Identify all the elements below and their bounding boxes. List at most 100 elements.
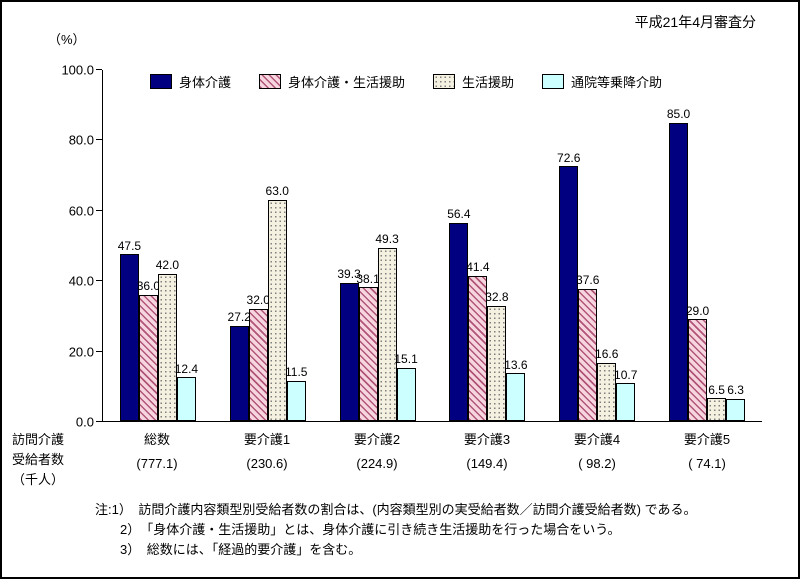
y-axis-unit-label: （%） — [48, 32, 86, 47]
bar-value-label: 41.4 — [466, 260, 490, 275]
legend-swatch — [259, 74, 282, 89]
bar-slot: 39.3 — [337, 70, 361, 421]
bar-slot: 6.3 — [726, 70, 746, 421]
bar-value-label: 11.5 — [285, 365, 308, 380]
y-tick-label: 20.0 — [68, 344, 94, 360]
bar-slot: 36.0 — [136, 70, 161, 421]
x-axis-category: 要介護4 ( 98.2) — [542, 429, 652, 471]
y-tick-label: 40.0 — [68, 273, 94, 289]
bar-value-label: 29.0 — [685, 303, 710, 318]
bar-value-label: 47.5 — [117, 238, 142, 253]
bar — [267, 199, 287, 421]
bar-slot: 38.1 — [356, 70, 380, 421]
x-axis-category: 要介護5 ( 74.1) — [652, 429, 762, 471]
bar-value-label: 13.6 — [504, 357, 528, 372]
category-sublabel: ( 98.2) — [578, 456, 616, 471]
note-line: 3） 総数には、「経過的要介護」を含む。 — [120, 542, 362, 557]
bar — [286, 380, 306, 421]
bar — [559, 166, 579, 421]
bar — [157, 273, 177, 421]
bar — [578, 289, 598, 421]
bar — [597, 362, 617, 421]
y-axis-title-line: （千人） — [12, 472, 65, 487]
bar-value-label: 16.6 — [595, 347, 619, 362]
bar — [396, 368, 416, 421]
category-sublabel: (777.1) — [136, 456, 178, 471]
y-tick-mark — [96, 209, 102, 211]
x-axis-category: 要介護3 (149.4) — [432, 429, 542, 471]
bar — [487, 305, 507, 421]
y-tick-mark — [96, 69, 102, 70]
bar-group: 85.0 29.0 6.5 6.3 — [652, 70, 762, 421]
y-tick-mark — [96, 139, 102, 141]
bar-value-label: 12.4 — [174, 361, 199, 376]
bar — [726, 398, 746, 421]
bar-value-label: 85.0 — [666, 107, 691, 122]
legend-item: 通院等乗降介助 — [542, 72, 662, 91]
bar-value-label: 39.3 — [337, 267, 361, 282]
bar — [377, 247, 397, 421]
bar-slot: 15.1 — [394, 70, 418, 421]
y-tick-mark — [96, 280, 102, 282]
bar-value-label: 27.2 — [227, 309, 251, 324]
x-axis-labels: 総数 (777.1) 要介護1 (230.6) 要介護2 (224.9) 要介護3 (149.… — [102, 429, 762, 471]
bar-group: 72.6 37.6 16.6 10.7 — [542, 70, 652, 421]
bar-value-label: 6.5 — [708, 382, 725, 397]
bar-value-label: 10.7 — [614, 367, 638, 382]
bar-slot: 49.3 — [375, 70, 399, 421]
bar-value-label: 15.1 — [394, 352, 418, 367]
plot-area: 47.5 36.0 42.0 12.4 27.2 32.0 63.0 11.5 39.3 38.1… — [102, 70, 762, 422]
bar-slot: 63.0 — [265, 70, 289, 421]
bar — [616, 383, 636, 421]
bar-slot: 16.6 — [595, 70, 619, 421]
bar — [506, 373, 526, 421]
bar-value-label: 49.3 — [375, 232, 399, 247]
x-axis-category: 要介護1 (230.6) — [212, 429, 322, 471]
bar — [707, 398, 727, 421]
bar-value-label: 63.0 — [265, 184, 289, 199]
bar — [176, 377, 196, 421]
bar-groups: 47.5 36.0 42.0 12.4 27.2 32.0 63.0 11.5 39.3 38.1… — [103, 70, 762, 421]
category-sublabel: (230.6) — [246, 456, 288, 471]
y-tick-mark — [96, 421, 102, 422]
bar — [248, 308, 268, 421]
bar-value-label: 72.6 — [557, 150, 581, 165]
y-axis-title-line: 訪問介護 — [12, 432, 65, 447]
x-axis-category: 総数 (777.1) — [102, 429, 212, 471]
bar-value-label: 32.8 — [485, 290, 509, 305]
bar-group: 56.4 41.4 32.8 13.6 — [432, 70, 542, 421]
bar-slot: 29.0 — [685, 70, 710, 421]
bar-slot: 27.2 — [227, 70, 251, 421]
y-tick-label: 60.0 — [68, 203, 94, 219]
category-label: 要介護1 — [243, 432, 291, 447]
legend: 身体介護 身体介護・生活援助 生活援助 通院等乗降介助 — [150, 72, 662, 91]
y-tick-label: 0.0 — [75, 414, 94, 430]
bar-slot: 11.5 — [285, 70, 308, 421]
bar — [669, 122, 689, 421]
category-label: 要介護3 — [463, 432, 511, 447]
legend-label: 身体介護 — [179, 75, 232, 90]
bar-slot: 41.4 — [466, 70, 490, 421]
bar — [229, 325, 249, 421]
legend-label: 通院等乗降介助 — [571, 75, 663, 90]
bar-slot: 56.4 — [447, 70, 471, 421]
bar-slot: 13.6 — [504, 70, 528, 421]
bar — [449, 223, 469, 421]
bar-value-label: 42.0 — [155, 258, 180, 272]
y-axis-title: 訪問介護 受給者数 （千人） — [12, 430, 64, 490]
category-sublabel: ( 74.1) — [688, 456, 726, 471]
bar — [119, 254, 139, 421]
note-line: 注:1） 訪問介護内容類型別受給者数の割合は、(内容類型別の実受給者数／訪問介護… — [95, 502, 697, 517]
bar-slot: 47.5 — [117, 70, 142, 421]
bar-value-label: 36.0 — [136, 279, 161, 294]
bar-slot: 12.4 — [174, 70, 199, 421]
bar-value-label: 37.6 — [576, 273, 600, 288]
bar-group: 39.3 38.1 49.3 15.1 — [323, 70, 433, 421]
legend-item: 身体介護・生活援助 — [259, 72, 405, 91]
bar-slot: 32.8 — [485, 70, 509, 421]
x-axis-category: 要介護2 (224.9) — [322, 429, 432, 471]
legend-swatch — [433, 74, 456, 89]
bar-value-label: 56.4 — [447, 207, 471, 222]
period-label: 平成21年4月審査分 — [634, 14, 756, 30]
bar-slot: 37.6 — [576, 70, 600, 421]
